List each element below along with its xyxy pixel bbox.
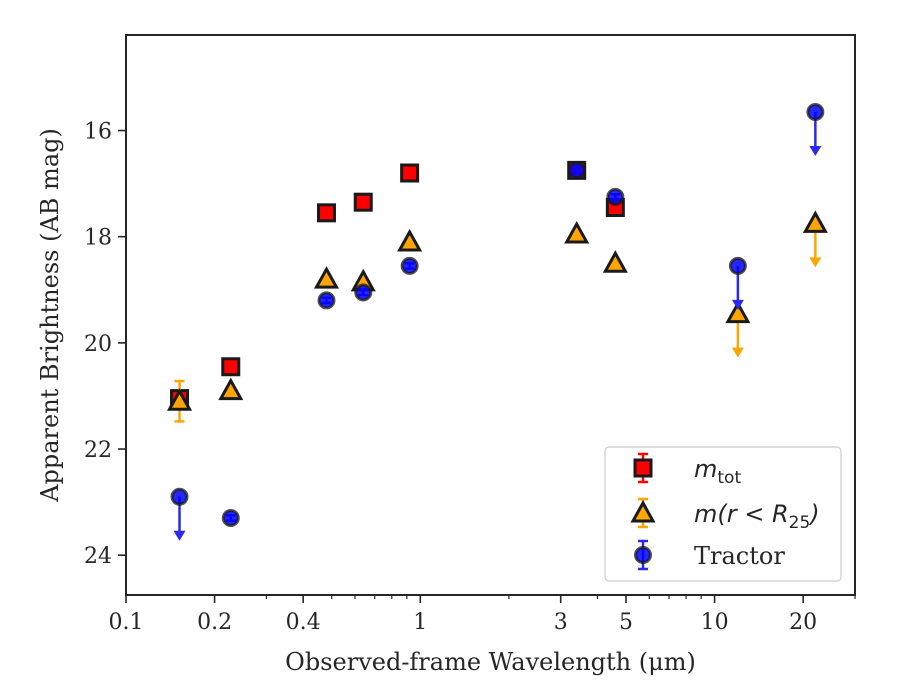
x-tick-label: 10 [701, 610, 729, 635]
triangle-upper-limit-arrow-head [731, 347, 744, 358]
legend-entry-main: m(r < R [694, 500, 789, 528]
triangle-marker [313, 266, 340, 289]
legend: mtot m(r < R25) Tractor [604, 446, 842, 582]
x-tick-label: 5 [619, 610, 633, 635]
legend-triangle-marker [630, 499, 656, 523]
circle-marker [354, 283, 373, 302]
y-axis-label: Apparent Brightness (AB mag) [36, 128, 64, 503]
triangle-marker [166, 388, 193, 411]
triangle-marker [602, 250, 628, 273]
legend-entry-close: ) [808, 500, 819, 528]
x-tick-label: 0.1 [109, 610, 144, 635]
triangle-marker [397, 228, 423, 252]
plot-frame [125, 34, 856, 596]
legend-entry-main: Tractor [694, 542, 785, 570]
circle-marker [606, 187, 625, 206]
triangle-marker [564, 220, 590, 244]
legend-circle-marker [634, 546, 652, 564]
legend-entry-main: m [694, 455, 717, 483]
x-tick-label: 0.2 [197, 610, 232, 635]
circle-upper-limit-arrow-head [173, 530, 186, 541]
triangle-marker [725, 300, 751, 324]
y-tick-label: 24 [84, 544, 112, 569]
legend-entry-subscript: 25 [789, 513, 811, 533]
legend-box [604, 446, 842, 582]
square-marker [221, 357, 241, 377]
square-marker [353, 192, 373, 212]
legend-entry-label: Tractor [694, 542, 785, 570]
legend-entry-label: m(r < R25) [694, 500, 820, 533]
triangle-marker [802, 210, 828, 233]
series-triangle [166, 210, 828, 423]
x-axis-ticks: 0.1 0.2 0.4 1 3 5 10 20 [109, 595, 856, 635]
x-tick-label: 3 [554, 610, 568, 635]
y-tick-label: 20 [84, 332, 112, 357]
circle-marker [170, 487, 189, 506]
legend-entry-label: mtot [694, 455, 741, 488]
square-marker [316, 203, 336, 223]
circle-upper-limit-arrow-head [731, 299, 744, 310]
triangle-upper-limit-arrow-head [809, 257, 822, 268]
circle-marker [400, 256, 419, 275]
data-marks [166, 102, 828, 541]
series-circle [170, 102, 825, 541]
circle-upper-limit-arrow-head [809, 145, 822, 156]
circle-marker [567, 161, 586, 180]
x-tick-label: 1 [413, 610, 427, 635]
circle-marker [806, 102, 825, 121]
x-tick-label: 20 [789, 610, 817, 635]
series-square [170, 160, 625, 409]
legend-square-marker [633, 458, 653, 478]
triangle-marker [218, 377, 244, 401]
square-marker [400, 163, 420, 183]
circle-marker [317, 291, 336, 310]
y-tick-label: 16 [84, 120, 112, 145]
y-tick-label: 22 [84, 438, 112, 463]
y-tick-label: 18 [84, 226, 112, 251]
circle-marker [221, 509, 240, 528]
y-axis-ticks: 16 18 20 22 24 [84, 120, 126, 569]
x-tick-label: 0.4 [286, 610, 321, 635]
x-axis-label: Observed-frame Wavelength (μm) [285, 648, 696, 676]
legend-entry-subscript: tot [717, 468, 741, 488]
circle-marker [728, 256, 747, 275]
